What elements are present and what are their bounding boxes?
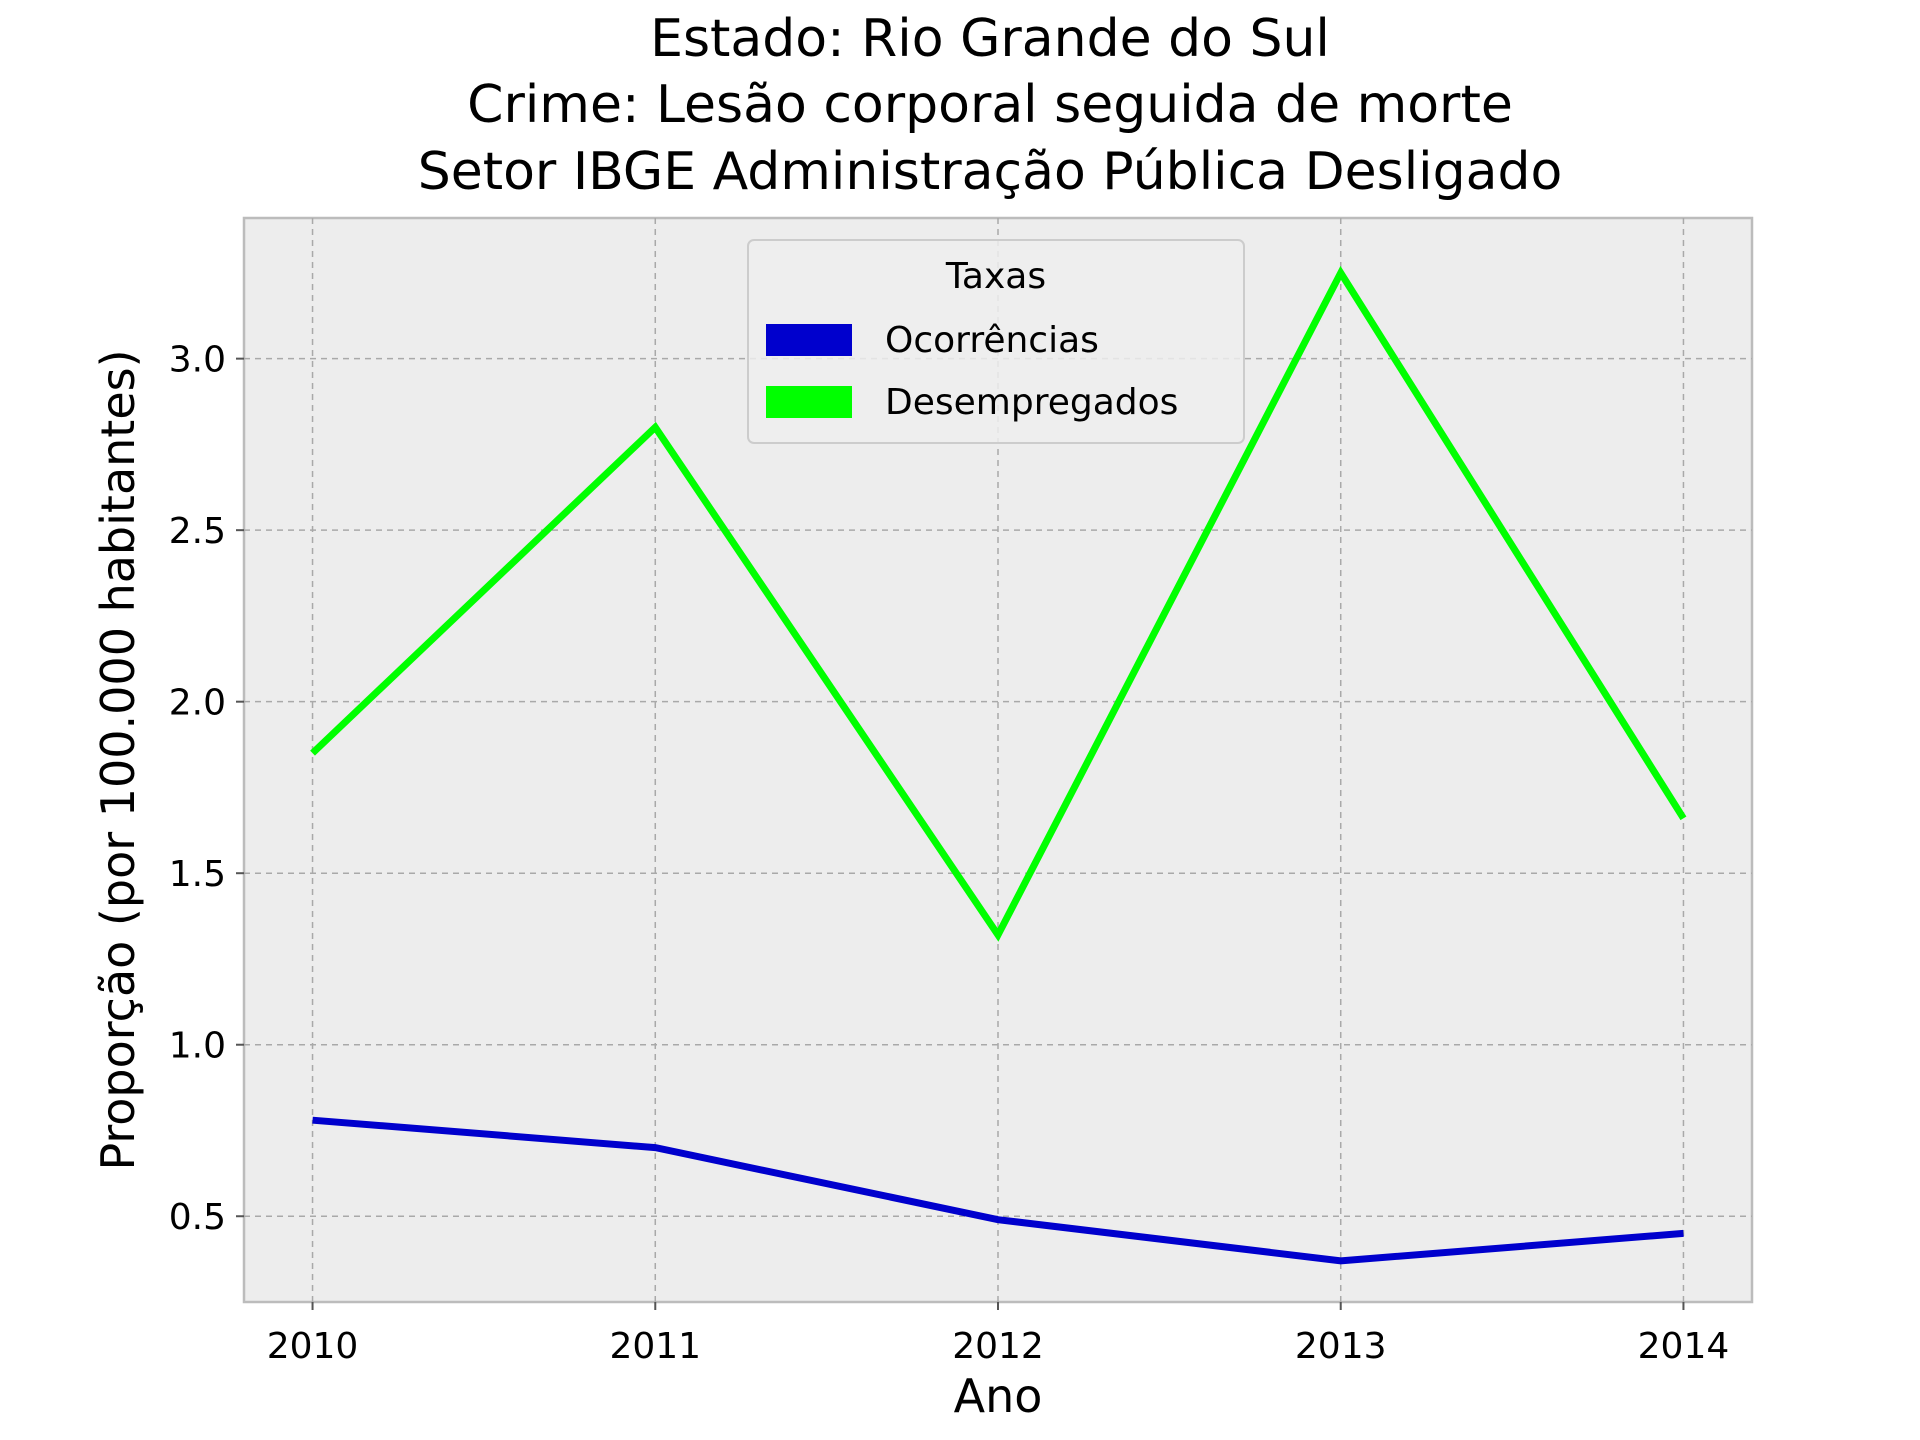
x-tick-label: 2012: [952, 1326, 1044, 1367]
x-tick-label: 2013: [1295, 1326, 1387, 1367]
x-axis-label: Ano: [954, 1369, 1043, 1423]
y-tick-label: 2.0: [169, 683, 226, 724]
y-axis-label: Proporção (por 100.000 habitantes): [91, 349, 145, 1170]
y-tick-label: 1.0: [169, 1026, 226, 1067]
legend-box: [747, 239, 1245, 444]
y-tick-label: 0.5: [169, 1197, 226, 1238]
x-tick-label: 2010: [267, 1326, 359, 1367]
y-tick-label: 2.5: [169, 511, 226, 552]
x-tick-label: 2011: [609, 1326, 701, 1367]
legend: Taxas Ocorrências Desempregados: [747, 239, 1245, 444]
chart-title-line-3: Setor IBGE Administração Pública Desliga…: [418, 142, 1563, 202]
y-tick-label: 3.0: [169, 340, 226, 381]
legend-swatch-desempregados: [766, 386, 852, 418]
chart-title-line-1: Estado: Rio Grande do Sul: [650, 9, 1330, 69]
legend-label-ocorrencias: Ocorrências: [885, 320, 1099, 361]
y-tick-label: 1.5: [169, 854, 226, 895]
legend-swatch-ocorrencias: [766, 324, 852, 356]
series-lines: [310, 265, 1687, 1265]
legend-label-desempregados: Desempregados: [885, 382, 1178, 423]
x-tick-label: 2014: [1638, 1326, 1730, 1367]
legend-title: Taxas: [945, 256, 1046, 297]
chart-title-line-2: Crime: Lesão corporal seguida de morte: [467, 75, 1513, 135]
axis-ticks: 2010 2011 2012 2013 2014 0.5 1.0 1.5 2.0 2.5 3.0: [169, 340, 1730, 1367]
